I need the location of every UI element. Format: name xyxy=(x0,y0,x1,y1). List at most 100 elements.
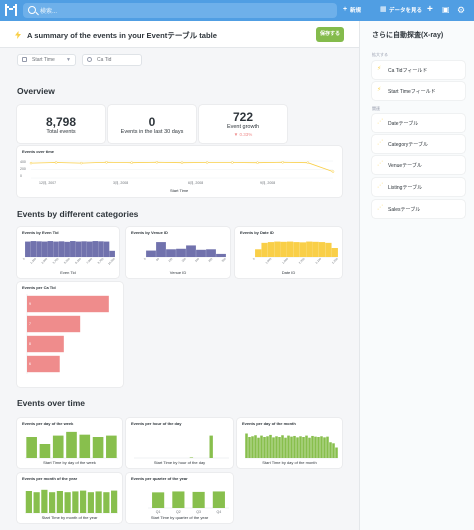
date-id-card: Events by Date ID 0 1,800 1,900 2,000 2,100 2… xyxy=(235,227,342,278)
growth-label: Event growth xyxy=(226,124,260,130)
bar xyxy=(86,241,93,257)
month-card: Events per month of the year Start Time … xyxy=(17,473,122,523)
x-tick: 9月, 2008 xyxy=(260,181,276,185)
ca-tid-chart: 9 7 8 6 xyxy=(26,294,109,374)
bar xyxy=(152,492,165,508)
overview-heading: Overview xyxy=(17,86,55,96)
bar xyxy=(176,248,186,257)
save-button[interactable]: 保存する xyxy=(316,27,344,42)
x-tick-label: 0 xyxy=(252,257,256,261)
bar xyxy=(308,437,311,458)
connections-icon: ⋰ xyxy=(377,140,383,146)
y-tick: 0 xyxy=(20,174,22,178)
chart-title: Events per day of the week xyxy=(22,421,74,426)
tag-icon xyxy=(87,57,92,62)
filter-start-time[interactable]: Start Time ▼ xyxy=(17,54,76,66)
sidebar-item-category[interactable]: ⋰ Categoryテーブル xyxy=(372,135,465,153)
bar xyxy=(261,242,268,257)
y-tick: 400 xyxy=(20,160,26,164)
x-tick-label: 1,800 xyxy=(265,257,273,265)
dom-card: Events per day of the month Start Time b… xyxy=(237,418,342,468)
bar xyxy=(317,437,320,458)
over-time-heading: Events over time xyxy=(17,398,86,408)
bar xyxy=(95,491,102,513)
bar xyxy=(299,436,302,458)
bar xyxy=(263,437,266,458)
bolt-icon xyxy=(15,31,21,39)
bar xyxy=(146,250,156,257)
sidebar-title: さらに自動探査(X-ray) xyxy=(372,32,444,39)
bar xyxy=(52,435,64,458)
x-tick: 12月, 2007 xyxy=(39,181,57,185)
zoom-heading: 拡大する xyxy=(372,52,388,57)
x-axis-label: Start Time xyxy=(170,188,189,193)
bar xyxy=(284,437,287,458)
chart-title: Events per quarter of the year xyxy=(131,476,188,481)
bar xyxy=(332,443,335,458)
bar-label: 6 xyxy=(29,362,31,366)
x-tick-label: 1,250 xyxy=(29,257,37,265)
filter-ca-tid[interactable]: Ca Tid xyxy=(82,54,142,66)
sidebar-item-ca-tid[interactable]: ⚡ Ca Tidフィールド xyxy=(372,61,465,79)
bar xyxy=(26,437,37,458)
bar xyxy=(275,436,278,458)
x-tick-label: 10,000 xyxy=(107,257,116,266)
x-tick-label: 2,100 xyxy=(314,257,322,265)
bar xyxy=(27,335,64,353)
bar xyxy=(36,241,42,257)
activity-icon[interactable]: ▣ xyxy=(442,5,450,14)
search-input[interactable]: 検索... xyxy=(23,3,337,18)
bar xyxy=(47,241,54,257)
data-point xyxy=(80,161,83,165)
bar xyxy=(49,492,56,513)
growth-card: 722 Event growth ▼ 0.33% xyxy=(199,105,287,143)
sidebar-item-listing[interactable]: ⋰ Listingテーブル xyxy=(372,178,465,196)
new-plus-icon[interactable]: + xyxy=(343,6,348,13)
bar xyxy=(299,242,307,257)
bar xyxy=(254,435,257,458)
sidebar-item-venue[interactable]: ⋰ Venueテーブル xyxy=(372,156,465,174)
dom-chart xyxy=(245,433,338,459)
quarter-card: Events per quarter of the year Q1 Q2 Q3 Q4 … xyxy=(126,473,233,523)
connections-icon: ⋰ xyxy=(377,183,383,189)
sidebar-item-date[interactable]: ⋰ Dateテーブル xyxy=(372,114,465,132)
x-tick-label: 8,750 xyxy=(97,257,105,265)
total-events-card: 8,798 Total events xyxy=(17,105,105,143)
related-heading: 関連 xyxy=(372,106,380,111)
gear-icon[interactable]: ⚙ xyxy=(457,5,466,15)
bar xyxy=(302,437,305,458)
bar xyxy=(335,447,338,458)
grid-icon[interactable]: ▦ xyxy=(380,6,387,13)
bar xyxy=(266,436,269,458)
bar xyxy=(30,241,37,257)
bar xyxy=(318,242,326,257)
browse-data-button[interactable]: データを見る xyxy=(389,8,423,14)
bar xyxy=(278,437,281,458)
sidebar-item-start-time[interactable]: ⚡ Start Timeフィールド xyxy=(372,82,465,100)
bar xyxy=(92,437,104,458)
new-button[interactable]: 新規 xyxy=(350,8,362,14)
bar xyxy=(326,436,329,458)
top-nav: 検索... + 新規 ▦ データを見る + ▣ ⚙ xyxy=(0,0,474,21)
bar xyxy=(312,241,319,257)
bar xyxy=(111,490,118,513)
bar xyxy=(58,241,65,257)
plus-icon[interactable]: + xyxy=(427,4,433,15)
x-axis-label: Start Time by month of the year xyxy=(41,515,98,520)
bar xyxy=(272,437,275,458)
sidebar-item-sales[interactable]: ⋰ Salesテーブル xyxy=(372,200,465,218)
bar xyxy=(320,436,323,458)
month-chart xyxy=(25,489,118,514)
bar xyxy=(186,245,196,257)
x-tick-label: 3,750 xyxy=(52,257,60,265)
bar xyxy=(311,435,314,458)
chart-title: Events per day of the month xyxy=(242,421,296,426)
bar xyxy=(66,431,77,458)
x-tick-label: 7,500 xyxy=(85,257,93,265)
venue-id-chart: 0 50 100 150 200 250 300 xyxy=(143,242,227,263)
metabase-logo-icon[interactable] xyxy=(5,4,17,16)
bar xyxy=(41,241,48,257)
bar xyxy=(80,490,87,513)
bar xyxy=(70,241,76,257)
data-point xyxy=(29,161,33,165)
